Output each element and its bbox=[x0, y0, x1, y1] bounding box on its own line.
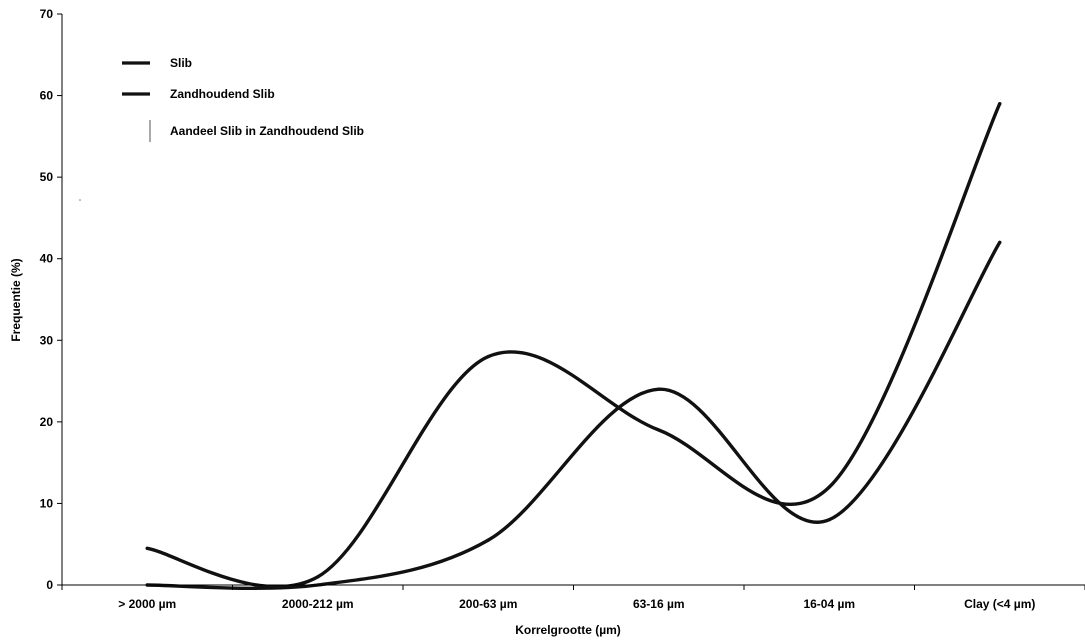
data-point-zandhoudend-slib bbox=[145, 546, 149, 550]
series-line-zandhoudend-slib bbox=[145, 102, 1002, 589]
data-point-zandhoudend-slib bbox=[486, 355, 490, 359]
legend-label-aandeel-slib: Aandeel Slib in Zandhoudend Slib bbox=[170, 124, 364, 138]
x-tick-label: 200-63 µm bbox=[459, 597, 517, 611]
x-tick-label: 16-04 µm bbox=[803, 597, 855, 611]
data-point-zandhoudend-slib bbox=[316, 575, 320, 579]
data-point-slib bbox=[827, 518, 831, 522]
x-tick-label: 2000-212 µm bbox=[282, 597, 354, 611]
series-layer bbox=[145, 102, 1002, 591]
plot-area: 0 10 20 30 40 50 60 70 > 2000 µm 2000-212 µm 200-6… bbox=[40, 7, 1085, 611]
legend-label-slib: Slib bbox=[170, 56, 192, 70]
data-point-zandhoudend-slib bbox=[657, 428, 661, 432]
y-tick-label: 20 bbox=[40, 415, 54, 429]
data-point-zandhoudend-slib bbox=[827, 485, 831, 489]
data-point-zandhoudend-slib bbox=[998, 102, 1002, 106]
data-point-slib bbox=[657, 387, 661, 391]
legend-label-zandhoudend-slib: Zandhoudend Slib bbox=[170, 87, 275, 101]
stray-dot bbox=[79, 199, 81, 201]
y-tick-label: 30 bbox=[40, 333, 54, 347]
data-point-slib bbox=[486, 538, 490, 542]
data-point-slib bbox=[998, 240, 1002, 244]
x-tick-label: 63-16 µm bbox=[633, 597, 685, 611]
x-axis-title: Korrelgrootte (µm) bbox=[515, 623, 621, 637]
ticks-layer: 0 10 20 30 40 50 60 70 > 2000 µm 2000-212 µm 200-6… bbox=[40, 7, 1085, 611]
y-tick-label: 60 bbox=[40, 89, 54, 103]
y-tick-label: 40 bbox=[40, 252, 54, 266]
series-line-slib bbox=[145, 240, 1002, 591]
x-tick-label: Clay (<4 µm) bbox=[964, 597, 1035, 611]
y-tick-label: 50 bbox=[40, 170, 54, 184]
y-tick-label: 0 bbox=[46, 578, 53, 592]
legend: Slib Zandhoudend Slib Aandeel Slib in Za… bbox=[122, 56, 364, 142]
x-tick-label: > 2000 µm bbox=[118, 597, 176, 611]
y-tick-label: 70 bbox=[40, 7, 54, 21]
y-tick-label: 10 bbox=[40, 496, 54, 510]
y-axis-title: Frequentie (%) bbox=[9, 258, 23, 341]
